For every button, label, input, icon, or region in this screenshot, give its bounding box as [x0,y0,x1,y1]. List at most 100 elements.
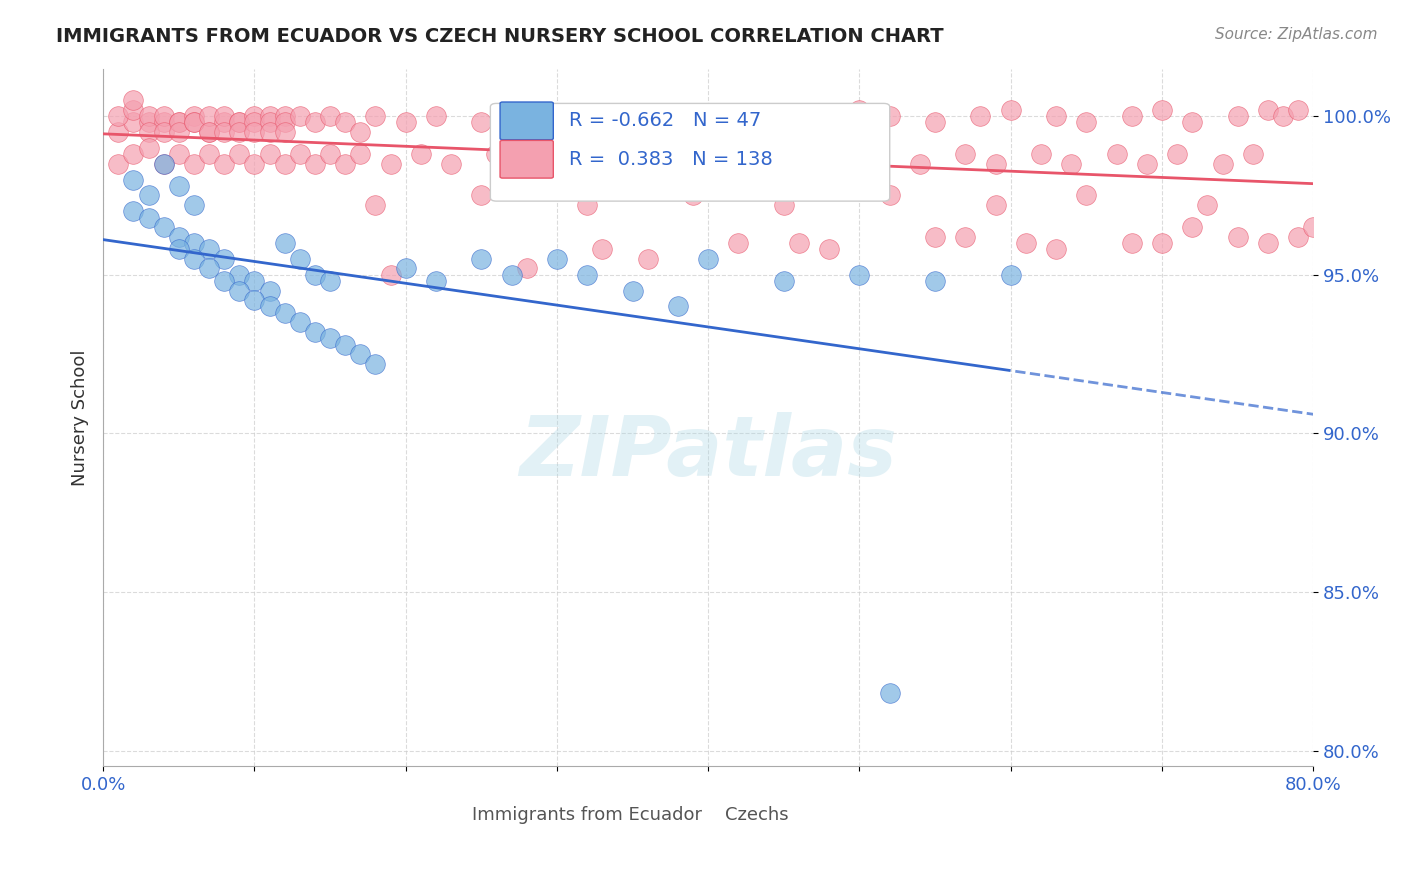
Point [470,252,492,266]
Point [259,300,281,314]
Point [152,220,174,235]
Point [879,686,901,700]
Point [1272,109,1295,123]
FancyBboxPatch shape [446,797,481,827]
Point [666,300,689,314]
Point [1166,147,1188,161]
Point [243,115,266,129]
Point [1076,188,1098,202]
Point [349,347,371,361]
Point [395,261,418,276]
Point [848,268,870,282]
Point [167,115,190,129]
Point [666,109,689,123]
Point [243,125,266,139]
Point [228,284,250,298]
Point [1121,235,1143,250]
Point [212,109,235,123]
Point [212,252,235,266]
Point [243,157,266,171]
Point [167,147,190,161]
Point [772,115,794,129]
Point [1136,157,1159,171]
Point [122,204,145,219]
Point [152,115,174,129]
Point [288,147,311,161]
Point [304,325,326,339]
Point [243,274,266,288]
Point [425,109,447,123]
Point [758,157,780,171]
Point [259,284,281,298]
Point [1181,220,1204,235]
Point [198,125,221,139]
Point [380,157,402,171]
Point [1257,103,1279,117]
Point [364,198,387,212]
Point [1226,109,1249,123]
Point [198,243,221,257]
Point [243,109,266,123]
Point [485,147,508,161]
Point [834,157,856,171]
Point [924,115,946,129]
Point [1226,229,1249,244]
Point [591,109,613,123]
Point [1150,103,1173,117]
Point [319,274,342,288]
Point [380,268,402,282]
Text: ZIPatlas: ZIPatlas [519,412,897,493]
Point [546,115,568,129]
Point [183,157,205,171]
Point [787,235,810,250]
Point [167,178,190,193]
Point [333,337,356,351]
Point [803,147,825,161]
Point [304,115,326,129]
Text: R =  0.383   N = 138: R = 0.383 N = 138 [569,150,773,169]
Point [924,274,946,288]
Point [304,268,326,282]
Point [591,243,613,257]
Point [863,147,886,161]
Point [879,109,901,123]
Point [1045,243,1067,257]
Point [122,115,145,129]
Point [107,125,129,139]
Point [228,115,250,129]
Point [138,188,160,202]
Point [243,293,266,307]
Point [984,198,1007,212]
Point [984,157,1007,171]
Point [198,109,221,123]
Point [122,93,145,107]
Point [1150,235,1173,250]
Point [772,198,794,212]
Point [349,147,371,161]
Point [198,125,221,139]
Point [1211,157,1233,171]
Point [409,147,432,161]
Point [304,157,326,171]
Point [138,125,160,139]
Point [1197,198,1219,212]
Point [122,172,145,186]
Point [1257,235,1279,250]
Point [212,274,235,288]
Text: R = -0.662   N = 47: R = -0.662 N = 47 [569,112,761,130]
Point [212,157,235,171]
Point [152,157,174,171]
Point [395,115,418,129]
Point [364,357,387,371]
Point [1286,103,1309,117]
Point [288,109,311,123]
Point [1000,103,1022,117]
Point [606,157,628,171]
Point [818,243,841,257]
Point [969,109,991,123]
Point [1015,235,1038,250]
Point [259,125,281,139]
Point [576,268,599,282]
Point [228,268,250,282]
Point [273,157,295,171]
